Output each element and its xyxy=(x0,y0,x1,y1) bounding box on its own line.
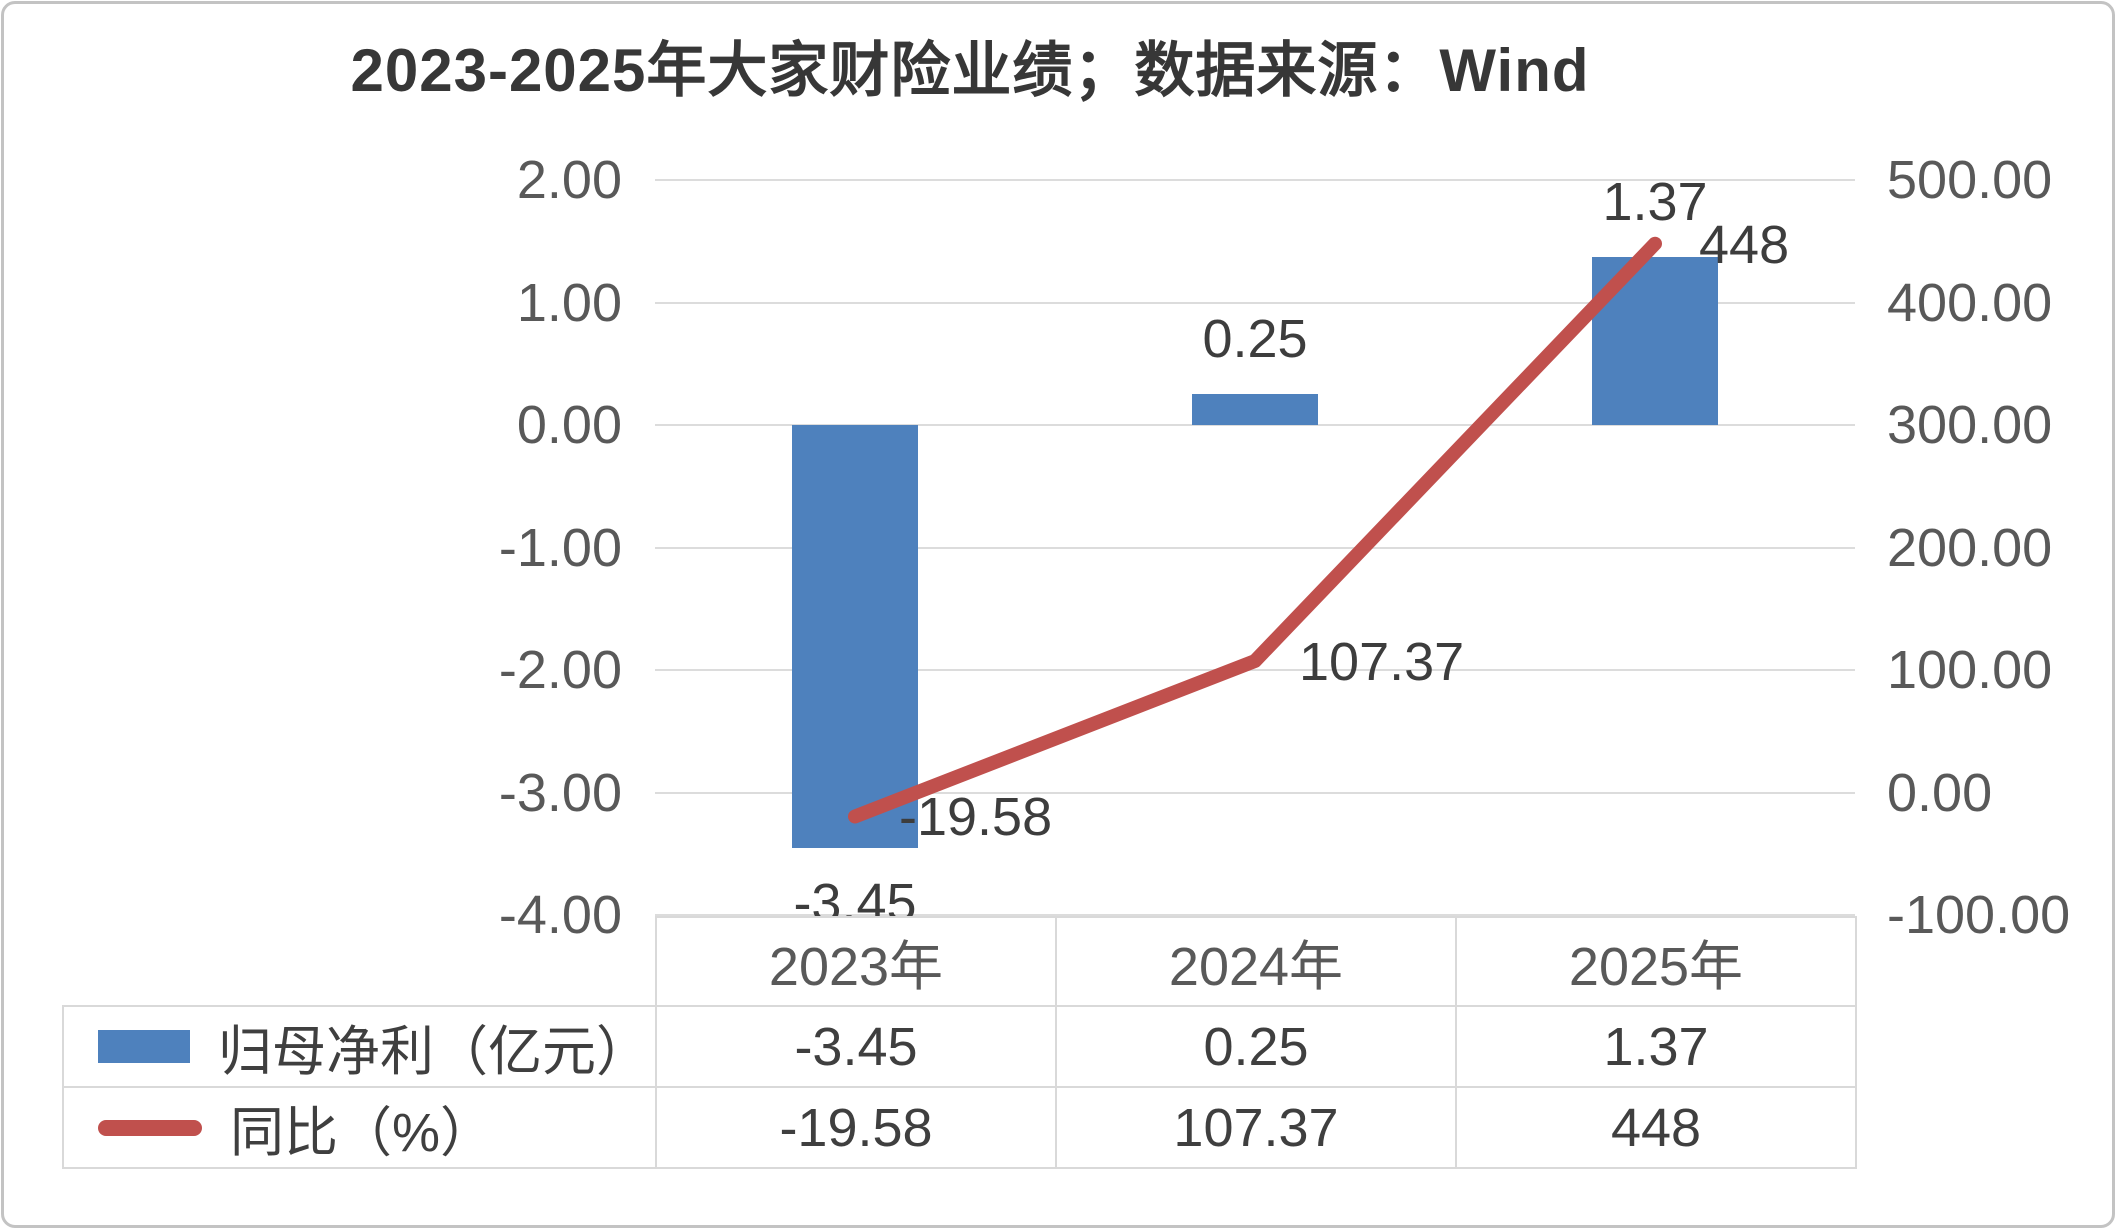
chart-title: 2023-2025年大家财险业绩；数据来源：Wind xyxy=(350,37,1590,104)
legend-entry: 归母净利（亿元） xyxy=(64,1007,655,1086)
data-table: 2023年 2024年 2025年 归母净利（亿元） -3.45 0.25 1.37 同比（%… xyxy=(62,916,1857,1169)
left-axis-tick: -4.00 xyxy=(498,885,622,945)
line-value-label: 448 xyxy=(1699,214,1790,275)
table-value-cell: 1.37 xyxy=(1455,1005,1857,1088)
table-header-cell: 2024年 xyxy=(1055,916,1457,1007)
table-header-cell: 2023年 xyxy=(655,916,1057,1007)
table-header-row: 2023年 2024年 2025年 xyxy=(63,916,1857,1007)
right-axis-tick: 300.00 xyxy=(1887,395,2053,455)
table-corner-cell xyxy=(63,917,656,1006)
gridline xyxy=(655,546,1855,549)
plot-area xyxy=(655,179,1855,916)
gridline xyxy=(655,791,1855,794)
legend-line-swatch-icon xyxy=(98,1119,202,1136)
table-row: 归母净利（亿元） -3.45 0.25 1.37 xyxy=(62,1005,1857,1088)
left-axis-tick: 1.00 xyxy=(516,272,622,333)
right-axis-tick: 200.00 xyxy=(1887,517,2053,578)
right-axis-tick: 100.00 xyxy=(1887,640,2053,700)
line-value-label: 107.37 xyxy=(1299,631,1465,692)
left-axis-tick: -3.00 xyxy=(498,762,622,823)
legend-label: 同比（%） xyxy=(230,1103,495,1163)
legend-entry: 同比（%） xyxy=(64,1088,655,1167)
bar xyxy=(1192,394,1318,425)
left-axis-tick: 2.00 xyxy=(516,150,622,210)
right-axis-tick: 0.00 xyxy=(1887,762,1993,823)
table-row: 同比（%） -19.58 107.37 448 xyxy=(62,1086,1857,1169)
gridline xyxy=(655,424,1855,426)
gridline xyxy=(655,301,1855,304)
legend-cell: 同比（%） xyxy=(62,1086,657,1169)
right-axis-tick: 500.00 xyxy=(1887,150,2053,210)
bar xyxy=(792,425,918,848)
bar-value-label: 0.25 xyxy=(1202,309,1308,370)
gridline xyxy=(655,914,1855,916)
left-axis-tick: -1.00 xyxy=(498,517,622,578)
trend-line-path xyxy=(848,236,1662,824)
table-value-cell: -3.45 xyxy=(655,1005,1057,1088)
right-axis-tick: -100.00 xyxy=(1887,885,2071,945)
legend-label: 归母净利（亿元） xyxy=(218,1022,650,1082)
line-value-label: -19.58 xyxy=(899,787,1053,848)
left-axis-tick: 0.00 xyxy=(516,395,622,455)
legend-bar-swatch-icon xyxy=(98,1030,190,1063)
left-axis-tick: -2.00 xyxy=(498,640,622,700)
table-value-cell: 0.25 xyxy=(1055,1005,1457,1088)
gridline xyxy=(655,179,1855,181)
legend-cell: 归母净利（亿元） xyxy=(62,1005,657,1088)
table-value-cell: 448 xyxy=(1455,1086,1857,1169)
right-axis-tick: 400.00 xyxy=(1887,272,2053,333)
table-value-cell: 107.37 xyxy=(1055,1086,1457,1169)
table-value-cell: -19.58 xyxy=(655,1086,1057,1169)
gridline xyxy=(655,669,1855,671)
trend-line xyxy=(848,236,1662,824)
table-header-cell: 2025年 xyxy=(1455,916,1857,1007)
bar-value-label: 1.37 xyxy=(1602,172,1708,233)
